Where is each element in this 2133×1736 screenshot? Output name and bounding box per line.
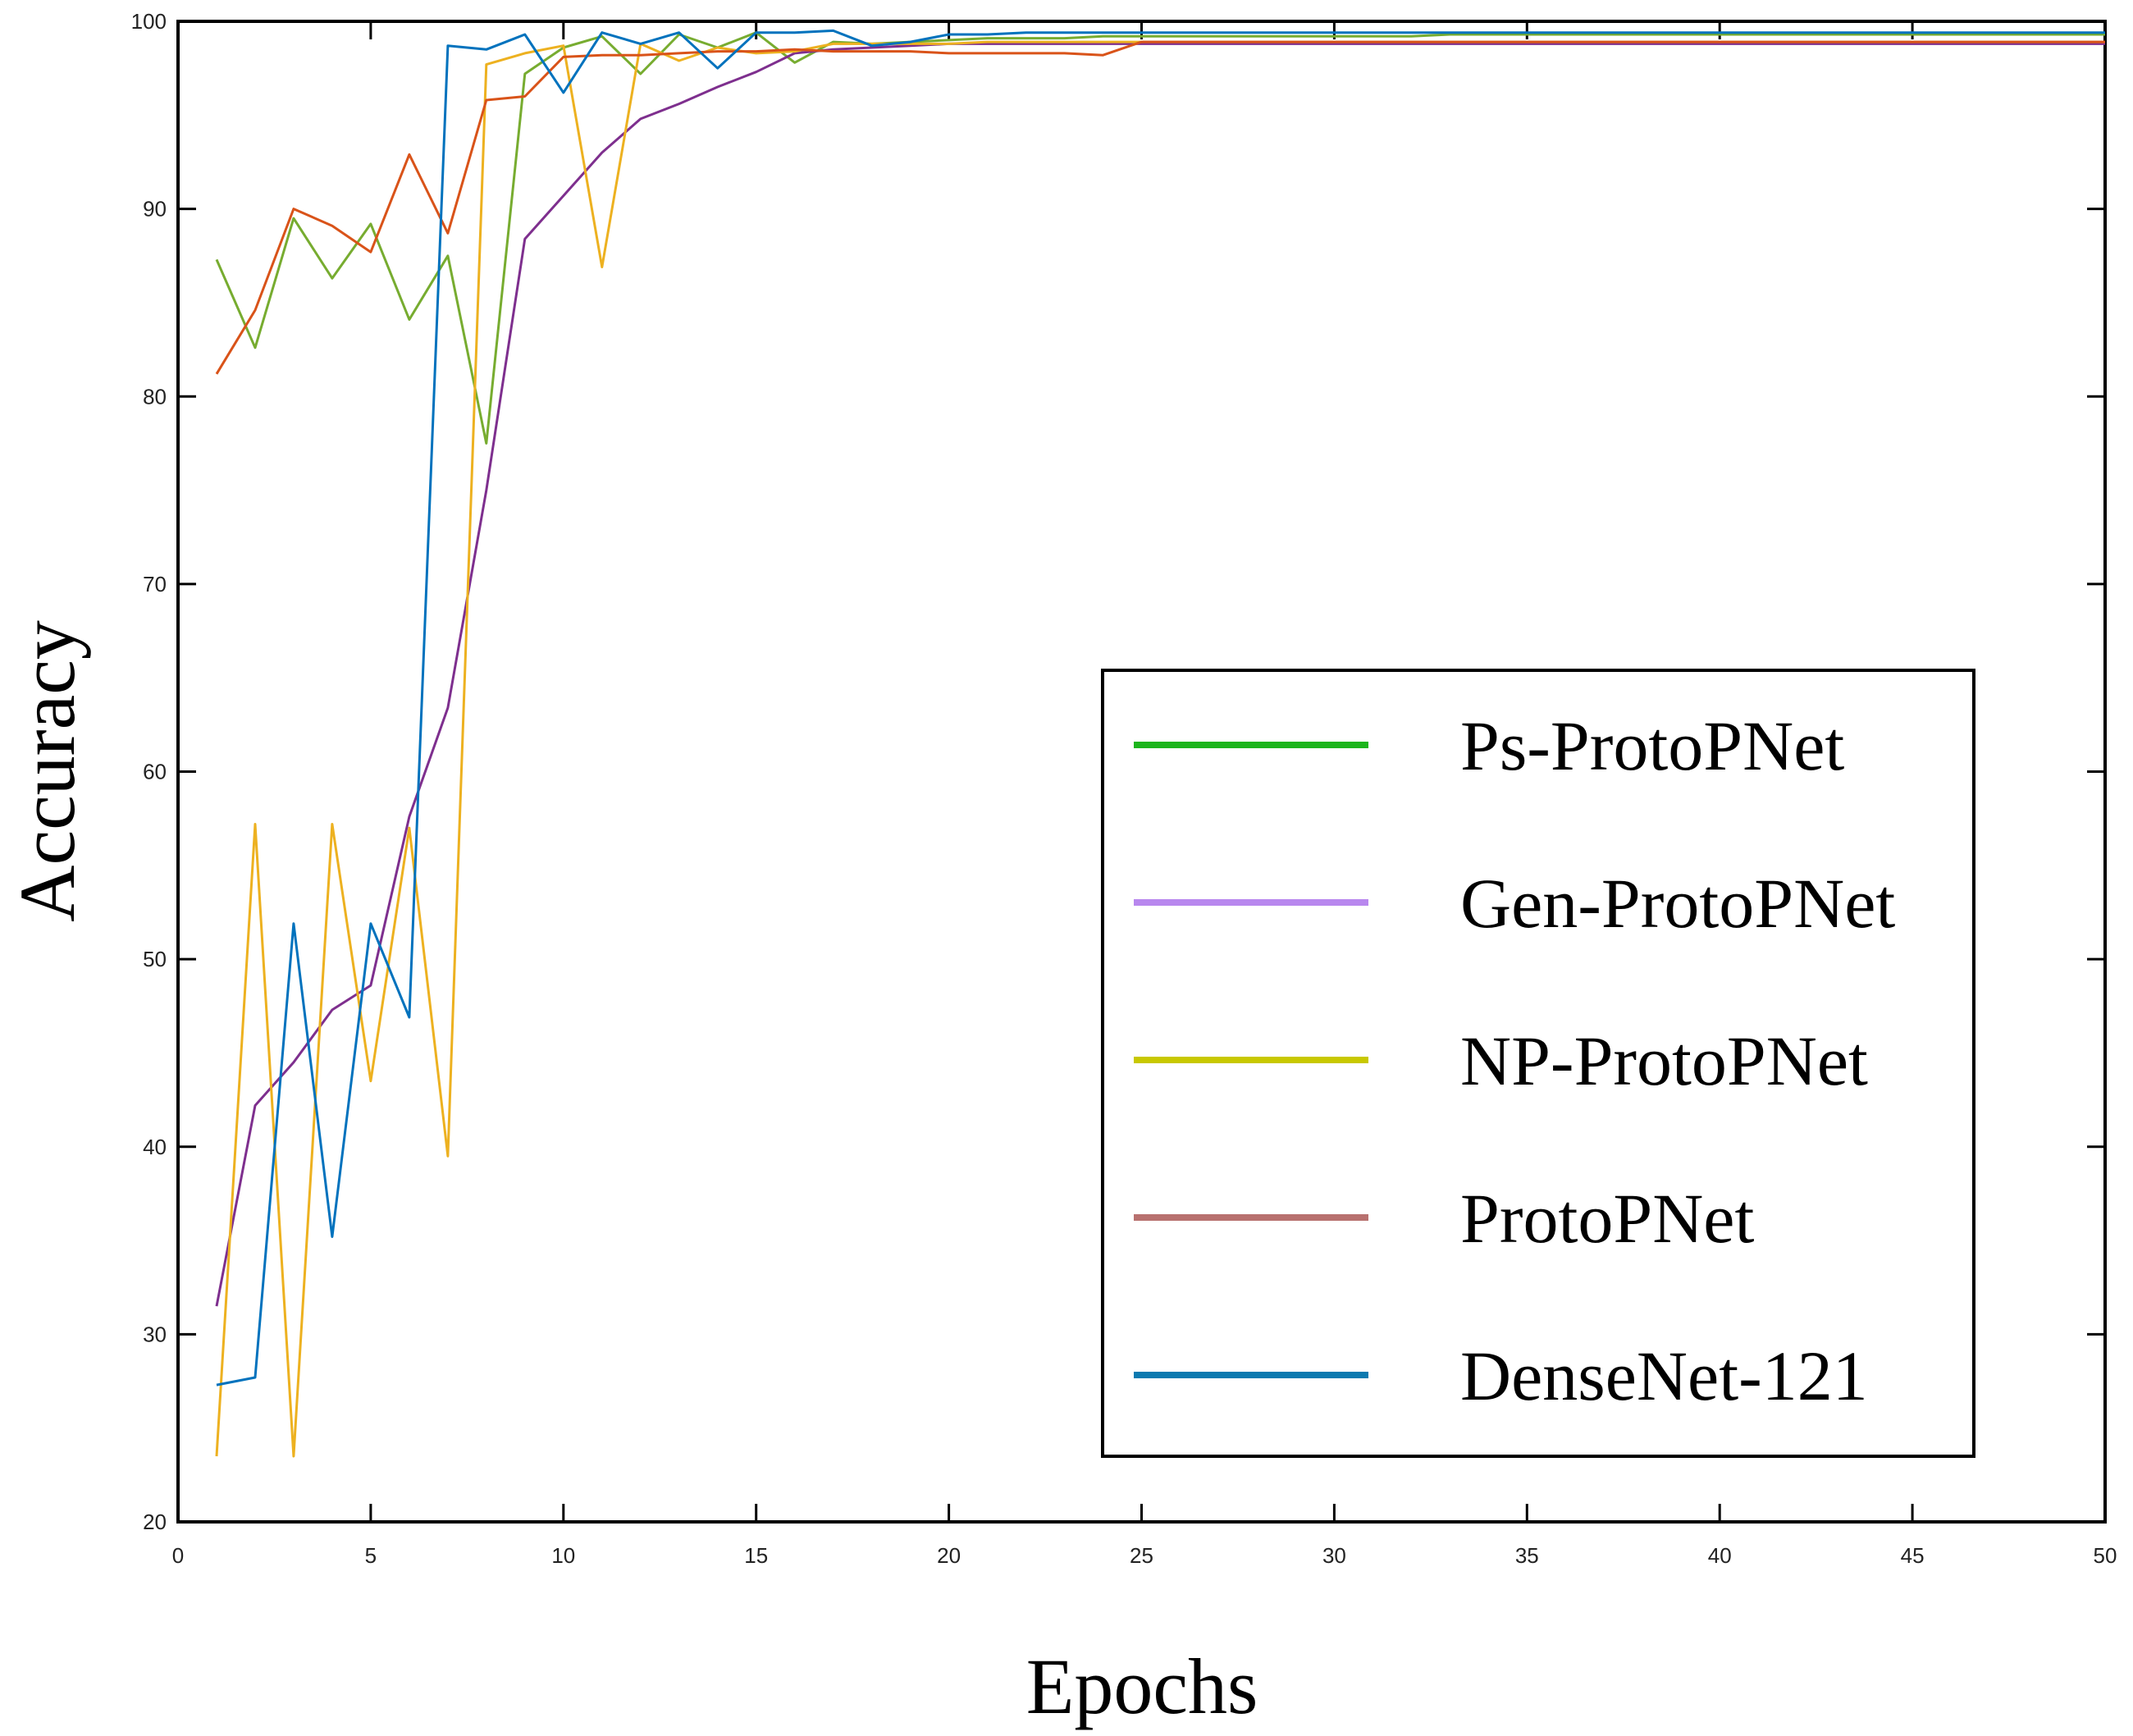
y-tick-label: 30 [143, 1322, 167, 1346]
x-tick-label: 10 [551, 1543, 575, 1568]
y-tick-label: 20 [143, 1510, 167, 1534]
legend-label: NP-ProtoPNet [1460, 1021, 1868, 1100]
y-axis-title: Accuracy [3, 620, 91, 922]
axis-ticks: 0 5 10 15 20 25 30 35 40 45 50 20 30 40 50 60 70 80 90 100 [131, 9, 2117, 1568]
y-tick-label: 40 [143, 1135, 167, 1159]
x-tick-label: 30 [1322, 1543, 1346, 1568]
series-line-ps-protopnet [215, 31, 2105, 445]
legend-label: Ps-ProtoPNet [1460, 706, 1844, 785]
x-tick-label: 15 [744, 1543, 768, 1568]
x-tick-label: 20 [937, 1543, 961, 1568]
legend-label: Gen-ProtoPNet [1460, 864, 1895, 943]
legend: Ps-ProtoPNet Gen-ProtoPNet NP-ProtoPNet Pro… [1101, 669, 1975, 1458]
y-tick-label: 90 [143, 197, 167, 222]
series-line-densenet-121 [216, 29, 2105, 1387]
x-tick-label: 50 [2094, 1543, 2117, 1568]
y-tick-label: 60 [143, 760, 167, 784]
x-tick-label: 0 [172, 1543, 184, 1568]
series-line-gen-protopnet [215, 42, 2105, 1307]
legend-label: DenseNet-121 [1460, 1336, 1868, 1415]
x-tick-label: 40 [1708, 1543, 1732, 1568]
x-tick-label: 45 [1901, 1543, 1925, 1568]
x-tick-label: 25 [1130, 1543, 1153, 1568]
x-axis-title: Epochs [1026, 1642, 1258, 1730]
x-tick-label: 5 [365, 1543, 377, 1568]
legend-label: ProtoPNet [1460, 1179, 1754, 1258]
y-tick-label: 100 [131, 9, 167, 34]
y-tick-label: 70 [143, 572, 167, 596]
legend-items: Ps-ProtoPNet Gen-ProtoPNet NP-ProtoPNet Pro… [1134, 706, 1895, 1415]
x-tick-label: 35 [1515, 1543, 1539, 1568]
y-tick-label: 50 [143, 947, 167, 971]
y-tick-label: 80 [143, 384, 167, 409]
series-line-protopnet [215, 40, 2105, 375]
series-lines [215, 29, 2105, 1458]
